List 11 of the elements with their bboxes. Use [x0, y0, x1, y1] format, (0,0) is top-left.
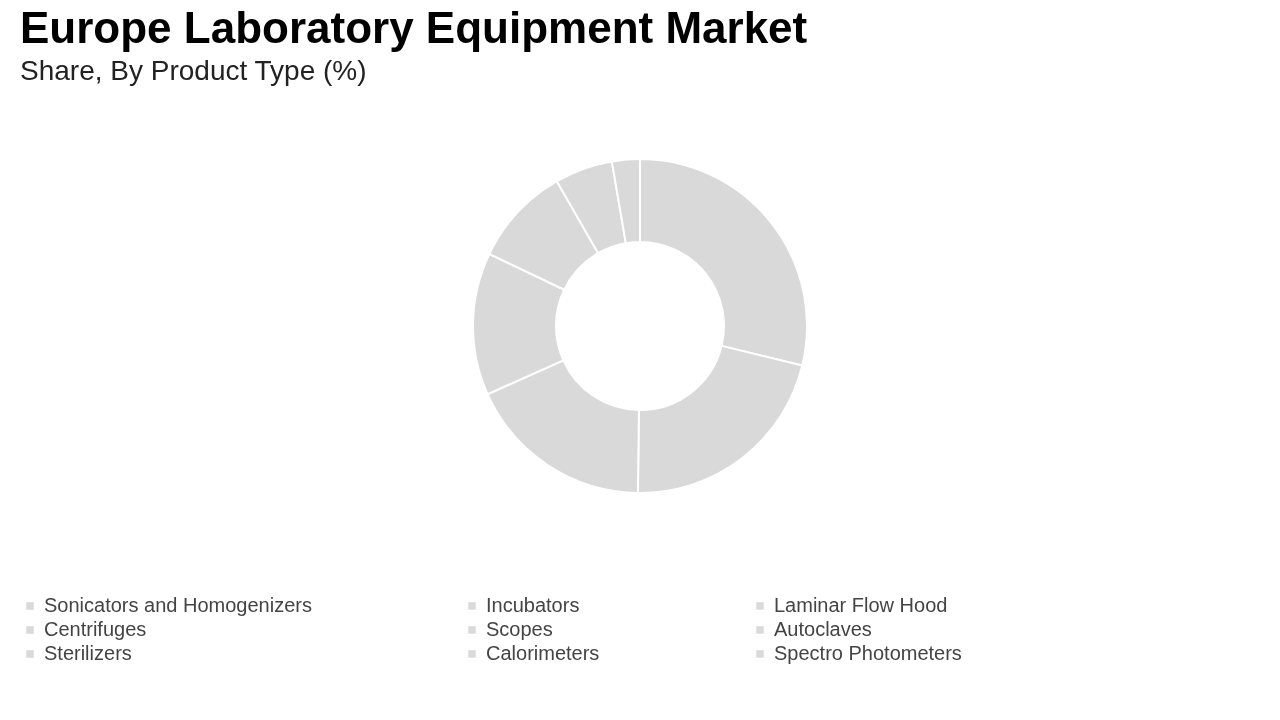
legend-label: Spectro Photometers: [774, 642, 962, 664]
legend-label: Laminar Flow Hood: [774, 594, 948, 616]
chart-title: Europe Laboratory Equipment Market: [20, 3, 808, 52]
legend-label: Autoclaves: [774, 618, 872, 640]
chart-subtitle: Share, By Product Type (%): [20, 55, 367, 86]
legend-label: Sonicators and Homogenizers: [44, 594, 312, 616]
legend-label: Scopes: [486, 618, 553, 640]
legend-label: Centrifuges: [44, 618, 147, 640]
legend-label: Incubators: [486, 594, 580, 616]
legend-label: Sterilizers: [44, 642, 132, 664]
legend-label: Calorimeters: [486, 642, 600, 664]
